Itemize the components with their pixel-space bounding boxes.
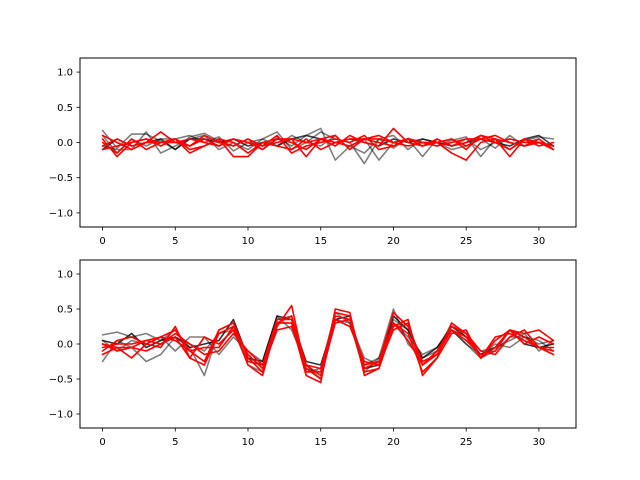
x-tick-label: 10 <box>242 437 255 448</box>
series-group <box>101 304 555 384</box>
x-tick-label: 5 <box>172 437 178 448</box>
x-tick-label: 10 <box>242 236 255 247</box>
top-subplot: 0 5 10 15 20 25 30 −1.0 −0.5 0.0 0.5 1.0 <box>49 57 577 247</box>
bottom-subplot: 0 5 10 15 20 25 30 −1.0 −0.5 0.0 0.5 1.0 <box>49 259 577 448</box>
x-tick-label: 0 <box>99 437 105 448</box>
series-line-8 <box>101 318 555 380</box>
y-tick-label: −1.0 <box>49 410 73 421</box>
x-tick-label: 25 <box>460 437 473 448</box>
x-tick-label: 5 <box>172 236 178 247</box>
x-tick-label: 30 <box>533 437 546 448</box>
x-tick-label: 15 <box>314 437 327 448</box>
y-tick-label: 0.0 <box>57 138 73 149</box>
y-tick-label: 1.0 <box>57 270 73 281</box>
x-tick-label: 0 <box>99 236 105 247</box>
y-tick-label: −0.5 <box>49 173 73 184</box>
x-tick-label: 25 <box>460 236 473 247</box>
series-line-8 <box>101 134 555 151</box>
y-tick-label: −1.0 <box>49 208 73 219</box>
y-tick-label: 0.5 <box>57 305 73 316</box>
series-group <box>101 127 555 165</box>
y-tick-label: −0.5 <box>49 375 73 386</box>
x-tick-label: 15 <box>314 236 327 247</box>
x-tick-label: 30 <box>533 236 546 247</box>
x-tick-label: 20 <box>387 437 400 448</box>
x-tick-label: 20 <box>387 236 400 247</box>
y-tick-label: 1.0 <box>57 68 73 79</box>
y-tick-label: 0.5 <box>57 103 73 114</box>
y-tick-label: 0.0 <box>57 340 73 351</box>
